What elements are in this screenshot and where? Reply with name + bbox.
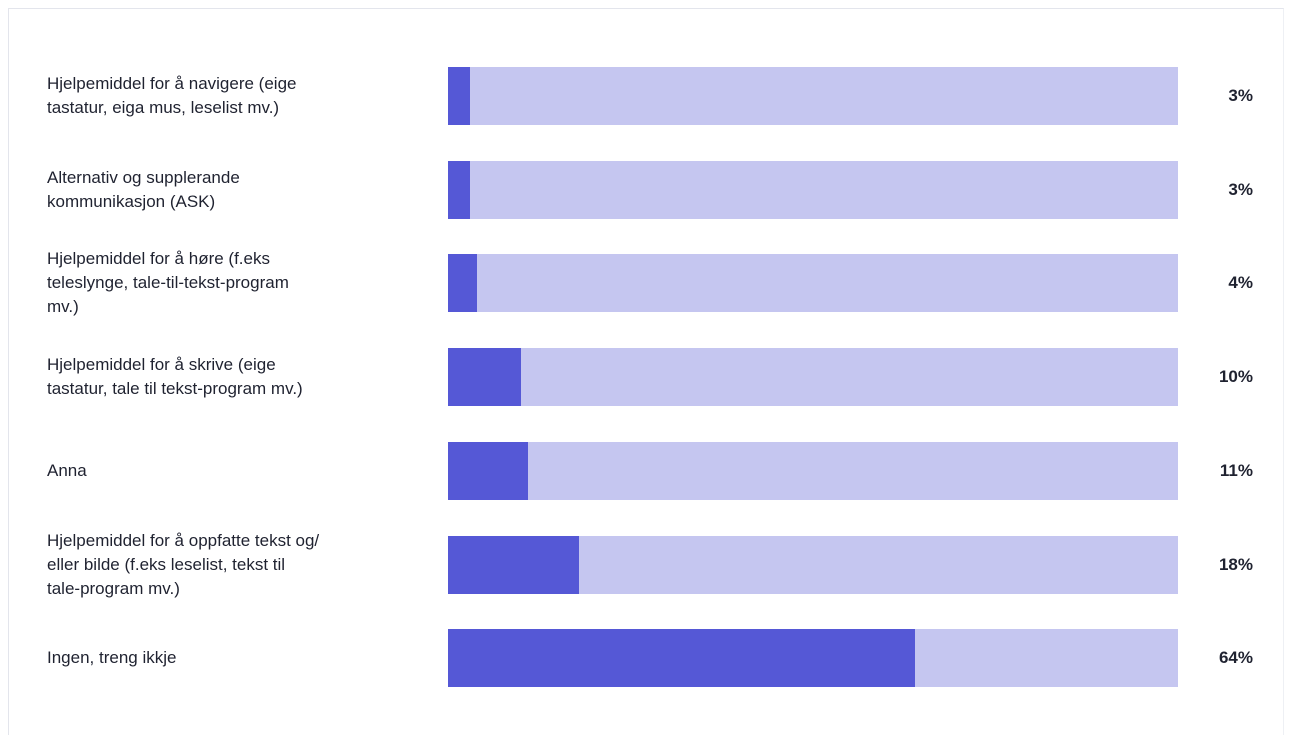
bar-fill <box>448 535 580 594</box>
category-label: Anna <box>47 460 87 480</box>
bar-track <box>448 67 1178 125</box>
bar-fill <box>448 441 529 500</box>
value-label: 11% <box>1219 460 1253 480</box>
category-label: Hjelpemiddel for å skrive (eige tastatur… <box>47 355 303 399</box>
value-label: 18% <box>1218 554 1253 574</box>
category-label: Hjelpemiddel for å høre (f.eks teleslyng… <box>47 249 289 317</box>
value-label: 3% <box>1228 179 1253 199</box>
value-label: 10% <box>1218 367 1253 387</box>
bar-fill <box>448 160 470 219</box>
bar-row: Ingen, treng ikkje 64% <box>0 628 1291 688</box>
bar-fill <box>448 67 470 125</box>
bar-fill <box>448 348 521 407</box>
bar-row: Hjelpemiddel for å oppfatte tekst og/ el… <box>0 530 1291 598</box>
bar-row: Hjelpemiddel for å skrive (eige tastatur… <box>0 347 1291 407</box>
bar-track <box>448 348 1178 407</box>
category-label: Alternativ og supplerande kommunikasjon … <box>47 167 240 211</box>
bar-fill <box>448 629 916 688</box>
bar-row: Anna 11% <box>0 441 1291 501</box>
chart-frame <box>8 8 1284 735</box>
bar-fill <box>448 254 478 313</box>
bar-track <box>448 535 1178 594</box>
value-label: 3% <box>1228 86 1253 105</box>
bar-row: Hjelpemiddel for å høre (f.eks teleslyng… <box>0 249 1291 317</box>
category-label: Hjelpemiddel for å oppfatte tekst og/ el… <box>47 530 320 598</box>
bar-track <box>448 254 1178 313</box>
bar-row: Alternativ og supplerande kommunikasjon … <box>0 160 1291 220</box>
value-label: 4% <box>1228 273 1253 293</box>
bar-track <box>448 629 1178 688</box>
category-label: Ingen, treng ikkje <box>47 648 177 668</box>
bar-track <box>448 441 1178 500</box>
category-label: Hjelpemiddel for å navigere (eige tastat… <box>47 74 297 117</box>
bar-track <box>448 160 1178 219</box>
bar-row: Hjelpemiddel for å navigere (eige tastat… <box>0 66 1291 126</box>
value-label: 64% <box>1218 648 1253 668</box>
